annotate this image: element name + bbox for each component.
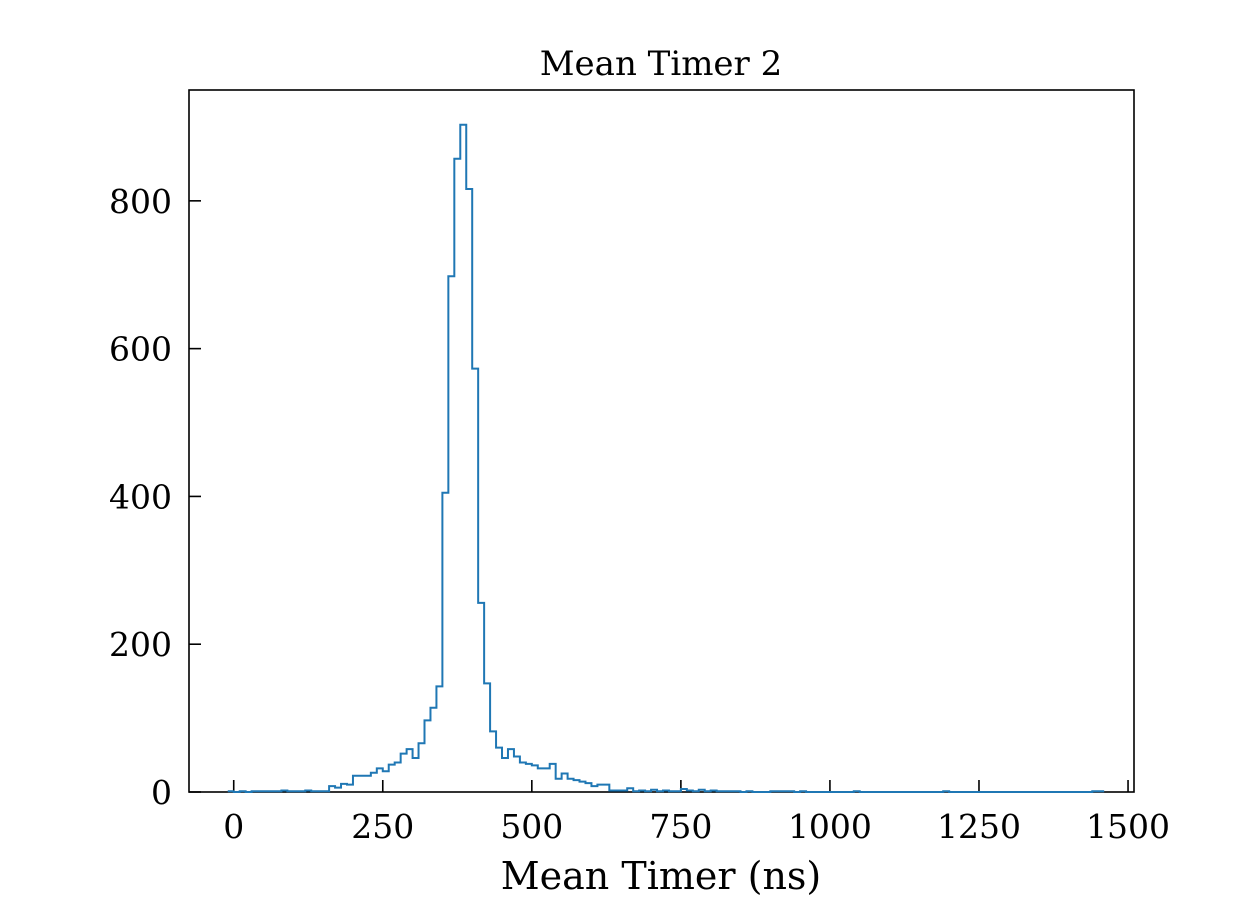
axis-ticks (189, 200, 1129, 793)
x-tick-label: 750 (649, 807, 712, 846)
x-tick-label: 1250 (937, 807, 1021, 846)
y-tick-label: 200 (109, 625, 172, 664)
x-tick-label: 0 (223, 807, 244, 846)
x-tick-label: 500 (500, 807, 563, 846)
axis-tick-labels: 0 250 500 750 1000 1250 1500 0 200 400 600 800 (109, 182, 1170, 846)
chart-title: Mean Timer 2 (540, 44, 783, 84)
y-tick-label: 600 (109, 330, 172, 369)
y-tick-label: 0 (151, 773, 172, 812)
x-tick-label: 1000 (788, 807, 872, 846)
histogram-step-line (227, 123, 1105, 793)
plot-frame (188, 89, 1135, 793)
y-tick-label: 400 (109, 477, 172, 516)
y-tick-label: 800 (109, 182, 172, 221)
x-tick-label: 1500 (1086, 807, 1170, 846)
x-tick-label: 250 (351, 807, 414, 846)
x-axis-label: Mean Timer (ns) (501, 854, 822, 898)
